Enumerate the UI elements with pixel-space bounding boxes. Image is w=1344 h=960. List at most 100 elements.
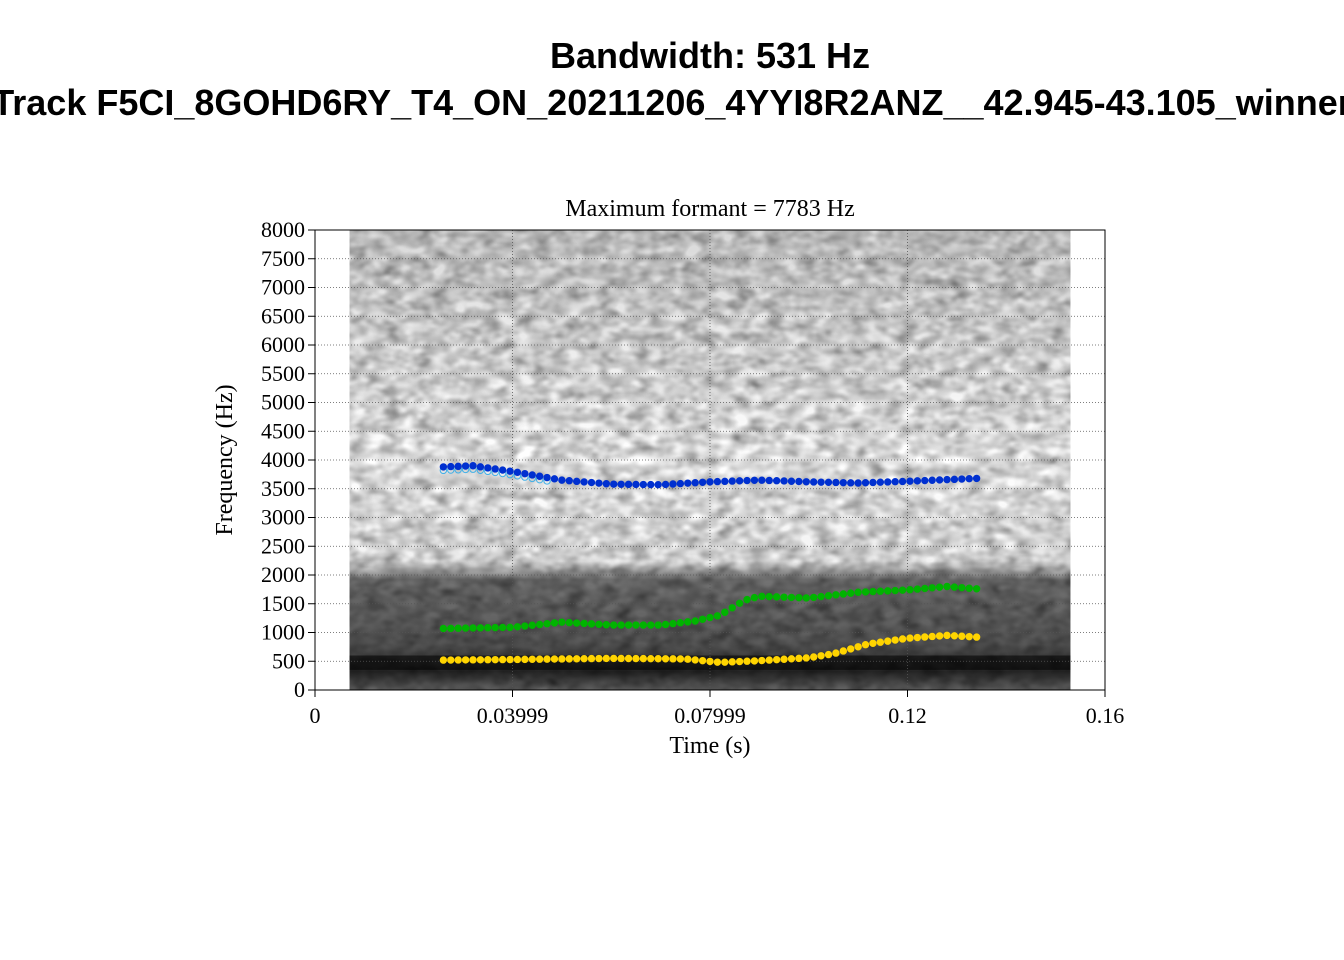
formant-point-F2 xyxy=(876,587,885,595)
formant-point-F2 xyxy=(439,624,448,633)
formant-point-F1 xyxy=(535,655,544,663)
x-axis: 0 0.03999 0.07999 0.12 0.16 xyxy=(310,690,1124,728)
y-tick-label: 7500 xyxy=(261,246,305,271)
y-tick-label: 1500 xyxy=(261,591,305,616)
formant-point-F1 xyxy=(661,655,670,663)
formant-point-F2 xyxy=(861,588,870,596)
formant-point-F2 xyxy=(498,623,507,632)
formant-point-F2 xyxy=(661,620,670,629)
formant-point-F3 xyxy=(721,477,729,486)
formant-point-F1 xyxy=(809,653,818,661)
formant-point-F1 xyxy=(943,631,951,640)
formant-point-F3 xyxy=(758,476,766,484)
formant-point-F2 xyxy=(780,593,788,601)
formant-point-F1 xyxy=(750,657,759,665)
formant-point-F3 xyxy=(565,477,573,485)
x-tick-label: 0.07999 xyxy=(674,703,746,728)
formant-point-F3 xyxy=(802,478,810,486)
formant-point-F3 xyxy=(469,462,477,470)
formant-point-F2 xyxy=(958,583,966,592)
formant-point-F3 xyxy=(691,479,699,487)
formant-point-F1 xyxy=(521,655,529,664)
formant-point-F2 xyxy=(743,595,751,604)
formant-point-F3 xyxy=(935,476,944,484)
formant-point-F1 xyxy=(676,655,685,663)
formant-point-F2 xyxy=(587,620,596,628)
formant-point-F1 xyxy=(595,654,603,663)
formant-point-F1 xyxy=(869,639,877,647)
formant-point-F2 xyxy=(602,621,611,629)
formant-point-F2 xyxy=(787,593,796,602)
formant-point-F3 xyxy=(832,478,840,487)
formant-point-F2 xyxy=(928,584,936,592)
x-tick-label: 0.12 xyxy=(888,703,927,728)
formant-point-F3 xyxy=(921,476,929,485)
formant-point-F2 xyxy=(639,621,648,629)
formant-point-F3 xyxy=(572,477,581,486)
formant-point-F2 xyxy=(809,593,818,602)
formant-point-F1 xyxy=(572,655,581,663)
formant-point-F1 xyxy=(780,655,788,663)
y-tick-label: 4000 xyxy=(261,447,305,472)
y-tick-label: 6500 xyxy=(261,303,305,328)
y-tick-label: 3000 xyxy=(261,505,305,530)
formant-point-F1 xyxy=(817,652,825,660)
formant-point-F1 xyxy=(928,632,936,641)
formant-point-F1 xyxy=(765,656,773,664)
formant-point-F1 xyxy=(624,654,633,663)
formant-point-F1 xyxy=(950,632,959,640)
chart-title: Bandwidth: 531 Hz xyxy=(549,35,871,76)
formant-point-F1 xyxy=(484,656,492,664)
formant-point-F2 xyxy=(854,588,862,596)
formant-point-F2 xyxy=(839,590,848,598)
formant-point-F2 xyxy=(706,613,714,622)
formant-point-F3 xyxy=(898,477,907,486)
formant-point-F3 xyxy=(735,477,744,485)
formant-point-F3 xyxy=(854,479,862,487)
formant-point-F1 xyxy=(647,654,655,663)
formant-point-F1 xyxy=(469,656,477,664)
formant-point-F3 xyxy=(772,477,781,485)
formant-point-F2 xyxy=(565,618,573,627)
formant-point-F1 xyxy=(439,656,448,664)
formant-point-F2 xyxy=(521,622,529,630)
formant-point-F3 xyxy=(521,469,529,478)
formant-point-F3 xyxy=(913,477,922,485)
formant-point-F2 xyxy=(506,623,514,632)
formant-point-F3 xyxy=(839,478,848,487)
formant-point-F3 xyxy=(876,478,885,486)
formant-point-F2 xyxy=(728,604,736,612)
formant-point-F3 xyxy=(847,479,855,487)
y-tick-label: 2500 xyxy=(261,533,305,558)
y-tick-label: 500 xyxy=(272,648,305,673)
formant-point-F3 xyxy=(639,480,648,489)
formant-point-F3 xyxy=(558,476,566,484)
formant-point-F1 xyxy=(706,657,714,666)
formant-point-F2 xyxy=(476,624,485,632)
formant-point-F3 xyxy=(891,478,899,486)
formant-point-F3 xyxy=(972,474,981,483)
formant-point-F1 xyxy=(632,654,640,663)
formant-point-F2 xyxy=(647,621,655,629)
formant-point-F2 xyxy=(765,592,773,601)
y-tick-label: 5000 xyxy=(261,390,305,415)
y-tick-label: 4500 xyxy=(261,418,305,443)
formant-point-F2 xyxy=(772,593,781,601)
formant-point-F3 xyxy=(587,478,596,487)
formant-point-F1 xyxy=(491,655,499,664)
formant-point-F3 xyxy=(439,463,448,471)
chart-subtitle-track: Track F5CI_8GOHD6RY_T4_ON_20211206_4YYI8… xyxy=(0,82,1344,124)
formant-point-F1 xyxy=(795,654,803,663)
formant-point-F2 xyxy=(535,620,544,629)
formant-point-F1 xyxy=(528,655,536,663)
formant-point-F2 xyxy=(935,583,944,591)
formant-point-F1 xyxy=(498,655,507,664)
formant-point-F1 xyxy=(587,654,596,663)
formant-point-F2 xyxy=(572,619,581,627)
formant-point-F3 xyxy=(750,476,759,484)
formant-point-F3 xyxy=(506,467,514,475)
formant-point-F2 xyxy=(713,612,722,620)
max-formant-label: Maximum formant = 7783 Hz xyxy=(565,196,855,222)
y-tick-label: 6000 xyxy=(261,332,305,357)
formant-point-F2 xyxy=(461,624,470,632)
